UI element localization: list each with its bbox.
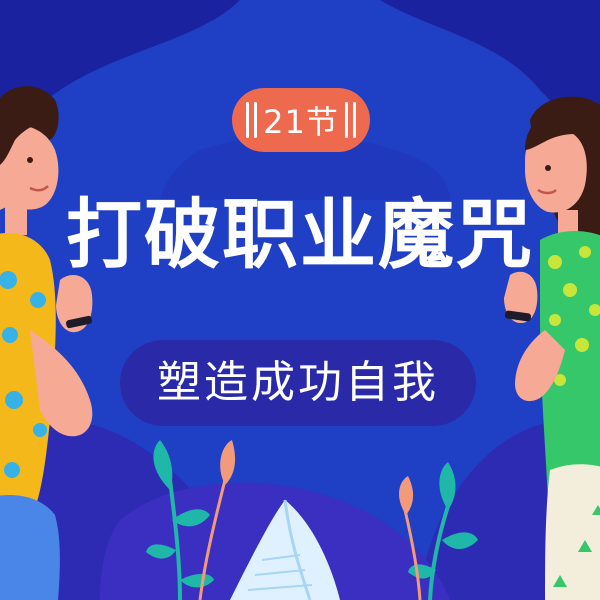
- badge-stripe: [345, 102, 348, 138]
- paper-icon: [230, 499, 340, 600]
- leaf-icon: [399, 462, 478, 600]
- left-person-illustration: [0, 86, 93, 600]
- lesson-count-text: 21节: [263, 103, 339, 141]
- badge-stripe: [353, 102, 356, 138]
- subtitle: 塑造成功自我: [157, 357, 439, 408]
- lesson-count-badge: 21节: [232, 88, 370, 152]
- leaf-icon: [146, 440, 236, 600]
- badge-stripe: [246, 102, 249, 138]
- right-person-illustration: [504, 96, 600, 600]
- subtitle-pill: [120, 340, 476, 426]
- badge-stripe: [254, 102, 257, 138]
- main-title: 打破职业魔咒: [66, 190, 534, 279]
